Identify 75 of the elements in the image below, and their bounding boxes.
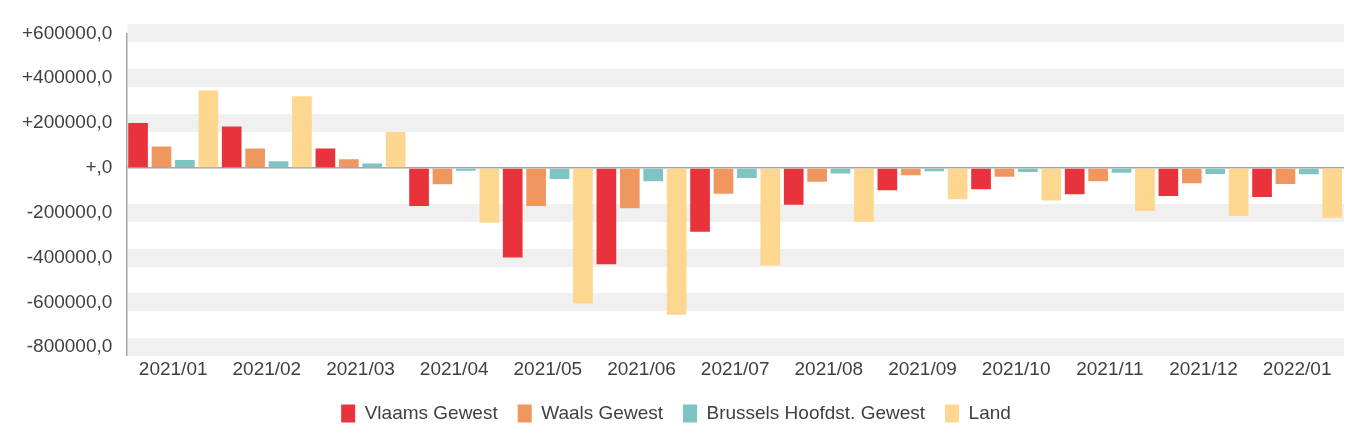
bar <box>268 161 289 168</box>
bar <box>643 168 664 182</box>
x-tick-label: 2021/09 <box>888 357 957 379</box>
bar <box>1181 168 1202 184</box>
y-tick-label: -600000,0 <box>26 290 113 312</box>
bar <box>1088 168 1108 182</box>
bar <box>690 168 710 232</box>
bar <box>151 146 172 168</box>
x-tick-label: 2021/06 <box>607 357 676 379</box>
bar <box>666 168 687 315</box>
bar <box>385 132 406 168</box>
bar <box>1041 168 1062 201</box>
y-tick-label: +,0 <box>85 156 113 178</box>
bar <box>175 160 195 168</box>
bar <box>1158 168 1179 196</box>
y-tick-label: -200000,0 <box>26 200 113 222</box>
y-tick-label: +400000,0 <box>22 66 113 88</box>
bar <box>783 168 804 205</box>
legend-label: Brussels Hoofdst. Gewest <box>706 401 926 423</box>
bar <box>456 168 476 171</box>
bar <box>409 168 429 206</box>
bar <box>994 168 1015 177</box>
bar <box>947 168 968 200</box>
y-tick-label: +200000,0 <box>22 111 113 133</box>
bar <box>128 123 148 168</box>
legend-label: Vlaams Gewest <box>364 401 499 423</box>
x-tick-label: 2021/03 <box>326 357 395 379</box>
bar <box>292 96 312 168</box>
bar <box>619 168 640 209</box>
bar <box>807 168 827 182</box>
bar <box>854 168 874 222</box>
bar <box>971 168 991 190</box>
bar <box>338 159 359 168</box>
bar <box>573 168 593 304</box>
x-tick-label: 2021/08 <box>794 357 864 379</box>
bar <box>877 168 898 191</box>
x-tick-label: 2021/02 <box>232 357 302 379</box>
x-tick-label: 2021/04 <box>419 357 489 379</box>
bar <box>1322 168 1343 218</box>
bar <box>479 168 500 223</box>
bar <box>198 90 219 168</box>
x-tick-label: 2021/07 <box>700 357 770 379</box>
bar <box>245 148 265 168</box>
y-tick-label: +600000,0 <box>22 21 113 43</box>
bar <box>1018 168 1038 172</box>
x-tick-label: 2021/05 <box>513 357 583 379</box>
bar <box>1064 168 1085 195</box>
bar <box>1135 168 1155 211</box>
bar <box>502 168 523 258</box>
y-tick-label: -800000,0 <box>26 335 113 357</box>
bar <box>549 168 570 180</box>
bar <box>1111 168 1132 173</box>
legend-label: Waals Gewest <box>541 401 664 423</box>
bar <box>1299 168 1319 175</box>
bar <box>760 168 781 266</box>
y-tick-label: -400000,0 <box>26 245 113 267</box>
bar <box>1252 168 1272 198</box>
legend-label: Land <box>968 401 1011 423</box>
bar <box>526 168 546 206</box>
bar <box>1205 168 1226 174</box>
x-tick-label: 2021/10 <box>981 357 1051 379</box>
bar <box>432 168 453 185</box>
bar <box>362 163 383 168</box>
bar <box>315 148 336 168</box>
x-tick-label: 2021/01 <box>138 357 208 379</box>
bar <box>900 168 921 176</box>
x-tick-label: 2022/01 <box>1262 357 1332 379</box>
x-tick-label: 2021/12 <box>1169 357 1238 379</box>
x-tick-label: 2021/11 <box>1076 357 1144 379</box>
bar <box>1275 168 1296 185</box>
bar <box>221 126 242 168</box>
bar <box>737 168 757 178</box>
bar <box>713 168 734 194</box>
bar <box>1228 168 1249 217</box>
bar <box>596 168 617 265</box>
